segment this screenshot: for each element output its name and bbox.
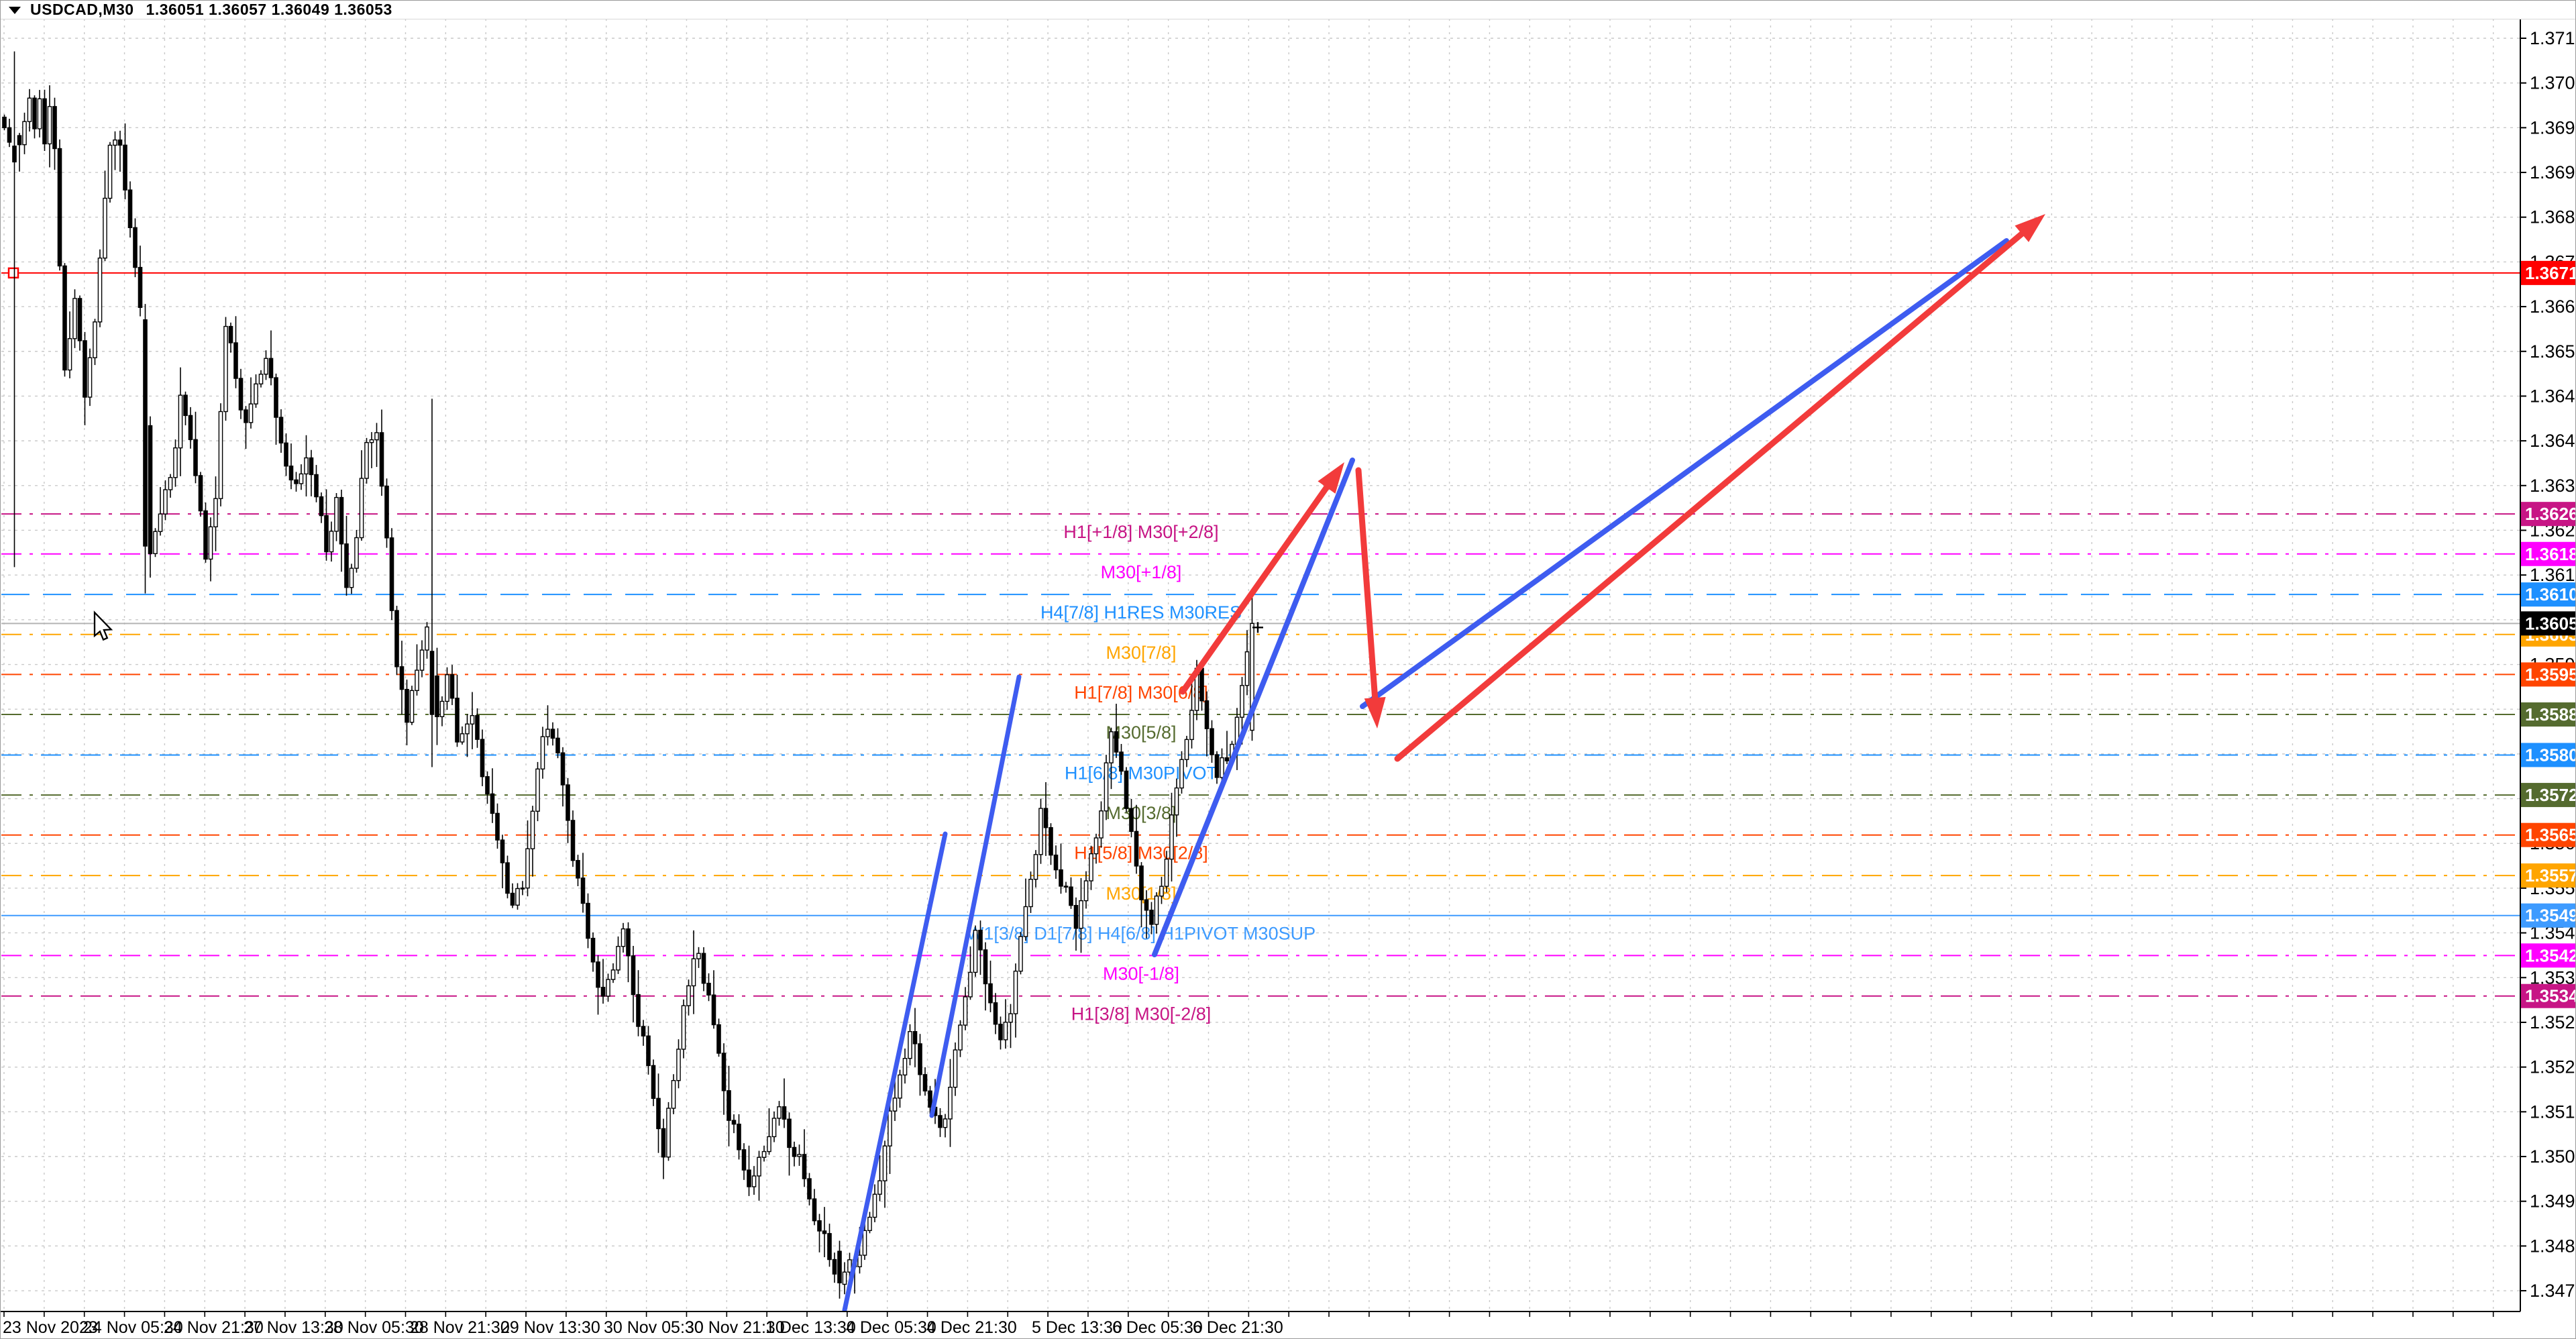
level-label: H1[6/8] M30PIVOT — [1065, 763, 1218, 783]
level-price-chip — [2521, 502, 2575, 527]
red-arrow-up-1[interactable] — [1179, 476, 1336, 695]
svg-text:1.35803: 1.35803 — [2525, 745, 2576, 765]
price-tick-label: 1.36400 — [2530, 431, 2576, 451]
level-price-chip — [2521, 943, 2575, 968]
chart-title-bar: USDCAD,M30 1.36051 1.36057 1.36049 1.360… — [1, 1, 2575, 19]
price-tick-label: 1.36910 — [2530, 162, 2576, 182]
red-arrow-up-2[interactable] — [1394, 223, 2033, 762]
level-price-chip — [2521, 582, 2575, 607]
level-price-chip — [2521, 822, 2575, 847]
plot-area: H1[+1/8] M30[+2/8] M30[+1/8] H4[7/8] H1RES… — [1, 19, 2520, 1311]
level-label: H1[+1/8] M30[+2/8] — [1063, 522, 1218, 542]
svg-text:1.36053: 1.36053 — [2525, 613, 2576, 633]
price-tick-label: 1.36825 — [2530, 207, 2576, 227]
svg-text:1.36108: 1.36108 — [2525, 584, 2576, 604]
red-line-handle — [7, 267, 19, 279]
svg-text:1.36185: 1.36185 — [2525, 544, 2576, 564]
level-price-chip — [2521, 662, 2575, 687]
svg-text:1.36261: 1.36261 — [2525, 504, 2576, 524]
time-tick-label: 28 Nov 21:30 — [410, 1318, 510, 1337]
level-price-chip — [2521, 903, 2575, 928]
price-tick-label: 1.37080 — [2530, 73, 2576, 93]
level-label: M30[7/8] — [1106, 643, 1176, 663]
red-arrow-up-1-head — [1318, 462, 1344, 494]
time-tick-label: 24 Nov 21:30 — [164, 1318, 264, 1337]
level-price-chip — [2521, 702, 2575, 727]
time-tick-label: 28 Nov 05:30 — [324, 1318, 424, 1337]
price-tick-label: 1.34785 — [2530, 1281, 2576, 1301]
svg-text:1.35345: 1.35345 — [2525, 986, 2576, 1006]
mouse-cursor — [93, 610, 113, 641]
current-price-chip — [2521, 611, 2575, 636]
price-tick-label: 1.36995 — [2530, 117, 2576, 138]
svg-text:1.36719: 1.36719 — [2525, 263, 2576, 283]
price-tick-label: 1.36570 — [2530, 341, 2576, 362]
level-label: M30[-1/8] — [1103, 963, 1179, 983]
time-tick-label: 1 Dec 13:30 — [765, 1318, 856, 1337]
grid — [1, 19, 2520, 1311]
svg-text:1.35956: 1.35956 — [2525, 664, 2576, 684]
time-tick-label: 23 Nov 2023 — [3, 1318, 98, 1337]
level-label: H4[7/8] H1RES M30RES — [1040, 602, 1242, 623]
price-tick-label: 1.36145 — [2530, 565, 2576, 585]
time-tick-label: 6 Dec 05:30 — [1112, 1318, 1203, 1337]
time-tick-label: 30 Nov 21:30 — [685, 1318, 785, 1337]
candles — [2, 51, 1254, 1299]
price-tick-label: 1.34955 — [2530, 1191, 2576, 1212]
symbol-dropdown-icon[interactable] — [9, 7, 21, 14]
svg-text:1.35880: 1.35880 — [2525, 704, 2576, 725]
last-price-marker — [1252, 622, 1263, 633]
price-tick-label: 1.37165 — [2530, 28, 2576, 48]
price-tick-label: 1.36315 — [2530, 476, 2576, 496]
level-price-chip — [2521, 783, 2575, 808]
chart-symbol-period: USDCAD,M30 — [30, 1, 134, 18]
price-tick-label: 1.35210 — [2530, 1057, 2576, 1077]
time-tick-label: 4 Dec 21:30 — [926, 1318, 1017, 1337]
red-arrow-up-2-head — [2015, 214, 2045, 242]
price-tick-label: 1.34870 — [2530, 1236, 2576, 1256]
level-label: M30[+1/8] — [1101, 562, 1182, 582]
time-tick-label: 29 Nov 13:30 — [500, 1318, 600, 1337]
svg-text:1.35574: 1.35574 — [2525, 865, 2576, 886]
time-tick-label: 4 Dec 05:30 — [846, 1318, 936, 1337]
level-price-chip — [2521, 983, 2575, 1008]
price-tick-label: 1.36655 — [2530, 297, 2576, 317]
time-tick-label: 24 Nov 05:30 — [83, 1318, 183, 1337]
time-tick-label: 27 Nov 13:30 — [244, 1318, 343, 1337]
blue-trendline-1[interactable] — [842, 831, 948, 1311]
price-tick-label: 1.35040 — [2530, 1146, 2576, 1167]
level-price-chip — [2521, 743, 2575, 767]
time-tick-label: 6 Dec 21:30 — [1193, 1318, 1283, 1337]
blue-trendline-3[interactable] — [1152, 458, 1355, 957]
chart-quotes: 1.36051 1.36057 1.36049 1.36053 — [146, 1, 392, 18]
price-axis: 1.37165 1.37080 1.36995 1.36910 1.36825 1.367… — [2520, 28, 2576, 1301]
time-tick-label: 30 Nov 05:30 — [604, 1318, 704, 1337]
svg-text:1.35651: 1.35651 — [2525, 825, 2576, 845]
level-price-chip — [2521, 541, 2575, 566]
blue-trendline-4[interactable] — [1360, 238, 2009, 709]
red-arrow-down-head — [1364, 696, 1386, 729]
svg-text:1.35498: 1.35498 — [2525, 906, 2576, 926]
red-line-price-chip — [2521, 260, 2575, 285]
red-arrow-down[interactable] — [1355, 467, 1379, 712]
level-price-chip — [2521, 863, 2575, 888]
trend-objects — [842, 214, 2045, 1311]
price-tick-label: 1.36485 — [2530, 386, 2576, 406]
level-label: M30[3/8] — [1106, 803, 1176, 823]
svg-text:1.35727: 1.35727 — [2525, 785, 2576, 805]
level-label: H1[3/8] M30[-2/8] — [1071, 1004, 1212, 1024]
price-tick-label: 1.35295 — [2530, 1012, 2576, 1032]
price-tick-label: 1.35125 — [2530, 1102, 2576, 1122]
svg-text:1.35422: 1.35422 — [2525, 945, 2576, 965]
murrey-levels: H1[+1/8] M30[+2/8] M30[+1/8] H4[7/8] H1RES… — [1, 513, 2520, 1024]
blue-trendline-2[interactable] — [929, 674, 1022, 1118]
time-tick-label: 5 Dec 13:30 — [1032, 1318, 1122, 1337]
